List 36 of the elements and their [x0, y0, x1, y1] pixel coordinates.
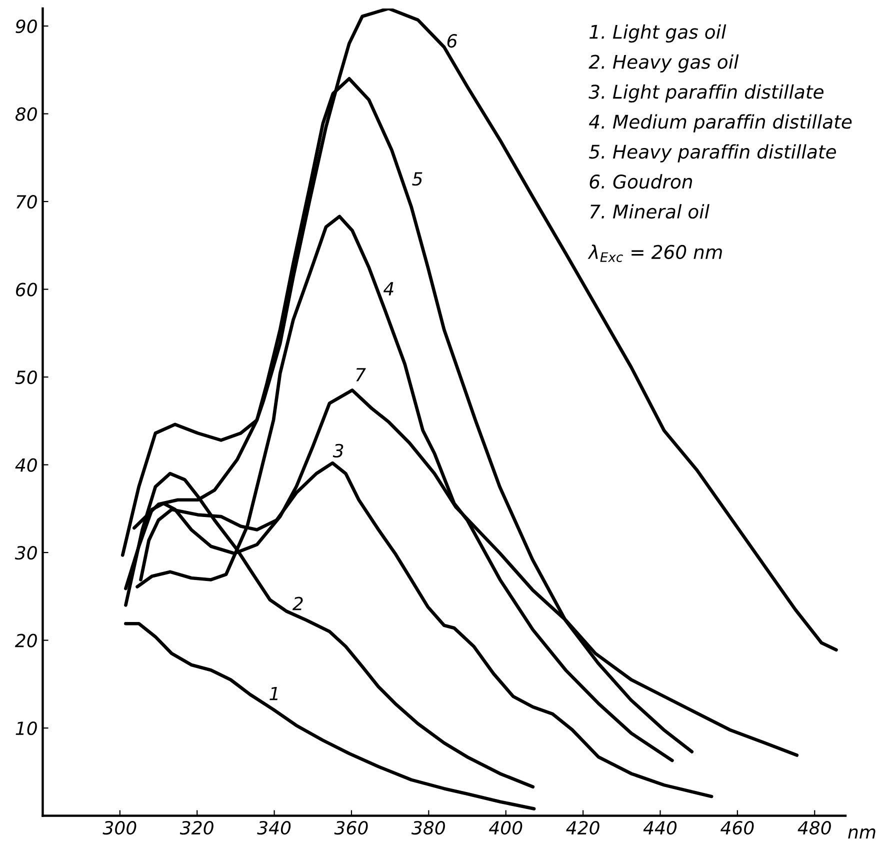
y-tick-label: 40 [15, 458, 37, 472]
annotation: 5. Heavy paraffin distillate [588, 144, 836, 162]
y-tick-label: 80 [15, 107, 37, 121]
x-tick-label: 480 [798, 820, 831, 835]
x-tick-label: 380 [411, 820, 445, 835]
y-tick-label: 10 [16, 721, 37, 736]
annotation: 5 [412, 172, 422, 186]
x-tick-label: 460 [720, 820, 754, 835]
y-tick-label: 60 [16, 282, 37, 296]
annotation: 1 [270, 686, 278, 700]
y-tick-label: 70 [16, 194, 37, 209]
y-tick-label: 20 [14, 634, 37, 648]
annotation: 6 [447, 34, 457, 48]
line-series [124, 622, 536, 810]
annotation: 2 [292, 596, 303, 610]
x-tick-label: 340 [257, 820, 291, 835]
annotation: 6. Goudron [590, 174, 692, 189]
y-tick-label: 90 [16, 19, 37, 34]
y-tick-label: 50 [15, 370, 37, 384]
y-tick-label: 30 [14, 546, 37, 560]
annotation: 7 [356, 368, 366, 382]
x-tick-label: 420 [566, 820, 600, 835]
x-tick-label: 300 [102, 820, 136, 835]
annotation: 2. Heavy gas oil [588, 54, 739, 73]
annotation: 4 [383, 282, 394, 296]
x-tick-label: 320 [180, 820, 214, 835]
x-tick-label: 440 [643, 820, 677, 835]
annotation: 3 [332, 444, 344, 458]
annotation: 7. Mineral oil [590, 204, 710, 219]
x-tick-label: 400 [488, 820, 522, 835]
x-axis-title: nm [848, 828, 876, 839]
annotation: λ$_{Exc}$ = 260 nm [588, 244, 722, 262]
x-tick-label: 360 [334, 820, 368, 835]
annotation: 4. Medium paraffin distillate [588, 114, 852, 132]
annotation: 1. Light gas oil [590, 24, 726, 43]
annotation: 3. Light paraffin distillate [588, 84, 824, 102]
